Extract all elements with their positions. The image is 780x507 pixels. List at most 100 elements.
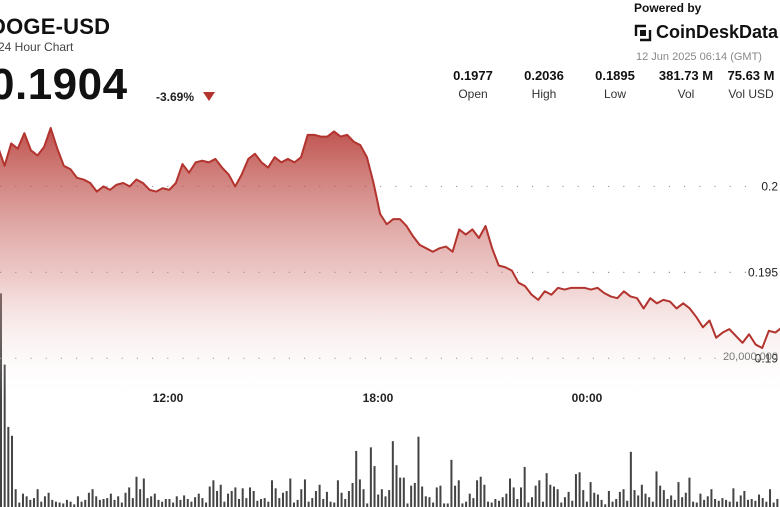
volume-bar bbox=[659, 485, 662, 507]
volume-bar bbox=[736, 501, 739, 507]
volume-bar bbox=[3, 364, 6, 507]
volume-bar bbox=[461, 503, 464, 507]
volume-bar bbox=[747, 499, 750, 507]
volume-bar bbox=[161, 501, 164, 507]
volume-bar bbox=[18, 502, 21, 507]
x-tick-label: 12:00 bbox=[153, 391, 184, 405]
powered-by-label: Powered by bbox=[634, 1, 702, 15]
volume-bar bbox=[314, 490, 317, 507]
volume-bar bbox=[69, 501, 72, 507]
volume-bar bbox=[249, 487, 252, 507]
volume-bar bbox=[36, 489, 39, 507]
volume-bar bbox=[362, 489, 365, 507]
volume-bar bbox=[325, 491, 328, 507]
volume-bar bbox=[347, 490, 350, 507]
volume-bar bbox=[344, 498, 347, 507]
stat-open: 0.1977 Open bbox=[428, 68, 518, 101]
stat-value: 0.2036 bbox=[524, 68, 564, 83]
volume-bar bbox=[95, 496, 98, 507]
stat-value: 75.63 M bbox=[727, 68, 775, 83]
volume-bar bbox=[212, 480, 215, 507]
volume-bar bbox=[552, 486, 555, 507]
volume-bar bbox=[472, 498, 475, 507]
volume-bar bbox=[183, 495, 186, 507]
volume-bar bbox=[139, 489, 142, 507]
volume-bar bbox=[618, 491, 621, 507]
volume-bar bbox=[216, 490, 219, 507]
volume-bar bbox=[534, 485, 537, 507]
volume-bar bbox=[43, 496, 46, 507]
volume-bar bbox=[530, 497, 533, 507]
volume-bar bbox=[721, 498, 724, 507]
volume-bar bbox=[545, 473, 548, 507]
volume-bar bbox=[245, 498, 248, 507]
volume-bar bbox=[65, 499, 68, 507]
volume-bar bbox=[527, 502, 530, 507]
stat-value: 0.1895 bbox=[595, 68, 635, 83]
volume-bar bbox=[322, 498, 325, 507]
volume-bar bbox=[281, 492, 284, 507]
chart-period: 24 Hour Chart bbox=[0, 40, 74, 54]
volume-bar bbox=[732, 488, 735, 507]
volume-bar bbox=[230, 490, 233, 507]
volume-bar bbox=[673, 499, 676, 507]
volume-bar bbox=[432, 502, 435, 507]
brand-logo[interactable]: CoinDeskData bbox=[634, 22, 778, 43]
volume-bar bbox=[223, 501, 226, 507]
volume-bar bbox=[710, 489, 713, 507]
volume-bar bbox=[186, 498, 189, 507]
volume-bar bbox=[329, 501, 332, 507]
volume-bar bbox=[695, 502, 698, 507]
volume-bar bbox=[761, 498, 764, 507]
volume-bar bbox=[208, 486, 211, 507]
volume-bar bbox=[285, 490, 288, 507]
volume-bar bbox=[29, 499, 32, 507]
stat-label: Open bbox=[458, 87, 488, 101]
volume-bar bbox=[454, 485, 457, 507]
stat-label: Low bbox=[603, 87, 626, 101]
volume-bar bbox=[307, 501, 310, 507]
volume-bar bbox=[157, 499, 160, 507]
volume-bar bbox=[142, 478, 145, 507]
volume-bar bbox=[666, 498, 669, 507]
volume-bar bbox=[241, 488, 244, 507]
volume-bar bbox=[179, 499, 182, 507]
volume-bar bbox=[0, 293, 3, 507]
x-axis-ticks: 12:00 18:00 00:00 bbox=[153, 391, 603, 405]
volume-bar bbox=[662, 490, 665, 507]
volume-bar bbox=[699, 493, 702, 507]
volume-bar bbox=[487, 501, 490, 507]
stat-value: 0.1977 bbox=[453, 68, 493, 83]
volume-bar bbox=[252, 490, 255, 507]
price-change: -3.69% bbox=[156, 90, 195, 104]
volume-bar bbox=[40, 501, 43, 507]
volume-bar bbox=[593, 492, 596, 507]
volume-bar bbox=[424, 496, 427, 507]
x-tick-label: 00:00 bbox=[572, 391, 603, 405]
volume-bar bbox=[91, 489, 94, 507]
volume-bar bbox=[692, 501, 695, 507]
volume-bar bbox=[670, 495, 673, 507]
volume-bar bbox=[651, 501, 654, 507]
volume-bar bbox=[351, 482, 354, 507]
volume-bar bbox=[267, 501, 270, 507]
volume-bar bbox=[523, 466, 526, 507]
volume-bar bbox=[578, 472, 581, 507]
volume-bar bbox=[446, 503, 449, 507]
volume-bar bbox=[626, 500, 629, 507]
volume-bar bbox=[76, 496, 79, 507]
volume-bar bbox=[754, 500, 757, 507]
volume-bar bbox=[377, 494, 380, 507]
volume-bar bbox=[380, 489, 383, 507]
volume-bar bbox=[373, 466, 376, 507]
ticker-title: DOGE-USD bbox=[0, 14, 111, 39]
volume-bar bbox=[549, 484, 552, 507]
volume-bar bbox=[443, 503, 446, 507]
volume-bar bbox=[201, 498, 204, 507]
volume-bar bbox=[413, 482, 416, 507]
volume-bar bbox=[296, 499, 299, 507]
volume-bar bbox=[234, 487, 237, 507]
volume-bar bbox=[417, 436, 420, 507]
volume-bar bbox=[629, 451, 632, 507]
